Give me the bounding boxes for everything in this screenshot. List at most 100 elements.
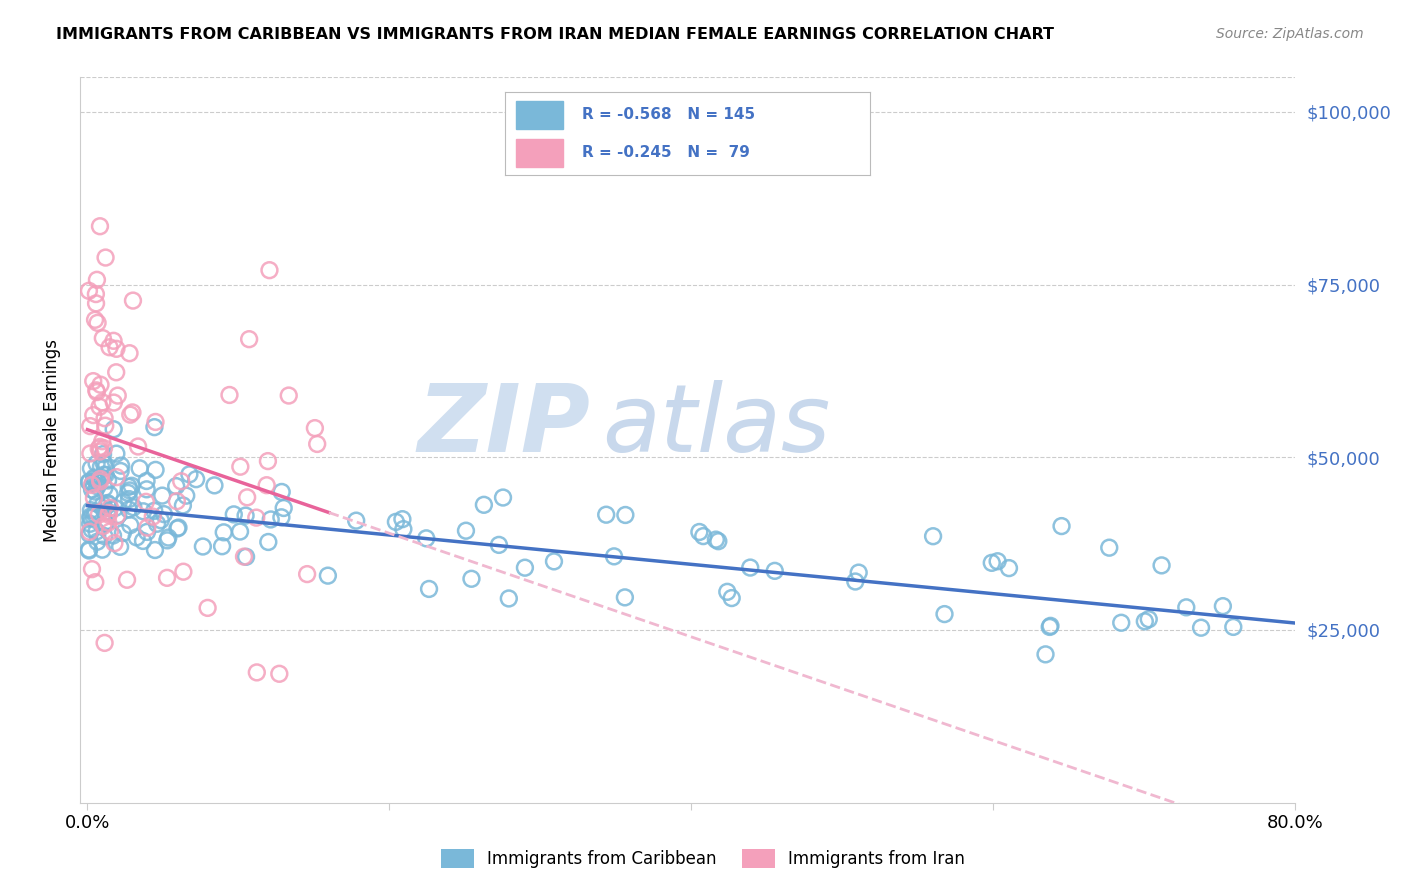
Point (91, 395, 114, 409)
Point (84, 575, 107, 590)
Point (454, 524, 477, 538)
Point (97, 474, 120, 488)
Point (1175, 600, 1198, 615)
Point (103, 536, 125, 550)
Point (135, 495, 157, 509)
Point (170, 475, 193, 489)
Point (143, 504, 166, 518)
Point (121, 479, 143, 493)
Point (91, 542, 114, 557)
Point (89, 444, 111, 458)
Point (120, 518, 142, 533)
Point (172, 565, 194, 579)
Point (204, 478, 226, 492)
Point (1098, 541, 1121, 555)
Text: ZIP: ZIP (418, 379, 591, 472)
Point (1039, 620, 1062, 634)
Point (91, 447, 114, 461)
Point (89, 400, 111, 414)
Point (82, 509, 104, 524)
Point (1109, 615, 1132, 630)
Point (96, 496, 118, 510)
Point (90, 459, 112, 474)
Point (77, 475, 100, 489)
Point (97, 508, 120, 522)
Point (143, 420, 166, 434)
Point (166, 521, 188, 535)
Point (1035, 648, 1057, 662)
Point (488, 538, 510, 552)
Point (740, 560, 762, 574)
Point (97, 498, 120, 512)
Point (80, 503, 103, 517)
Point (235, 549, 257, 564)
Point (79, 516, 101, 531)
Point (246, 665, 269, 680)
Point (513, 560, 536, 574)
Point (91, 331, 114, 345)
Point (191, 540, 214, 554)
Point (145, 463, 167, 477)
Point (145, 415, 167, 429)
Point (97, 516, 120, 530)
Point (543, 554, 565, 568)
Point (118, 502, 141, 516)
Point (94, 251, 117, 265)
Point (166, 494, 188, 508)
Point (1039, 619, 1062, 633)
Point (212, 525, 235, 540)
Point (922, 529, 945, 543)
Point (77, 543, 100, 558)
Point (307, 437, 329, 451)
Point (101, 528, 124, 542)
Point (716, 584, 738, 599)
Point (89, 377, 111, 392)
Text: atlas: atlas (602, 380, 831, 471)
Point (472, 498, 495, 512)
Point (103, 422, 125, 436)
Point (392, 522, 415, 536)
Point (98, 524, 121, 539)
Point (108, 540, 131, 554)
Point (91, 498, 114, 512)
Point (79, 524, 101, 539)
Point (692, 529, 714, 543)
Point (184, 472, 207, 486)
Point (94, 516, 117, 531)
Point (79, 511, 101, 525)
Point (89, 475, 111, 489)
Point (156, 571, 179, 585)
Point (93, 529, 115, 543)
Point (79, 419, 101, 434)
Point (90, 471, 112, 485)
Point (87, 508, 110, 522)
Point (153, 507, 176, 521)
Point (229, 524, 252, 539)
Point (94, 461, 117, 475)
Point (269, 666, 291, 681)
Point (89, 472, 111, 486)
Point (127, 440, 149, 454)
Point (498, 591, 520, 606)
Point (233, 549, 256, 564)
Point (94, 467, 117, 482)
Point (344, 514, 367, 528)
Point (720, 591, 742, 605)
Point (93, 481, 115, 495)
Point (1189, 621, 1212, 635)
Point (105, 470, 128, 484)
Point (149, 513, 172, 527)
Point (132, 504, 155, 518)
Point (135, 483, 157, 497)
Point (89, 219, 111, 234)
Point (93, 467, 115, 482)
Point (167, 520, 190, 534)
Point (848, 566, 870, 580)
Point (103, 395, 125, 409)
Point (84, 313, 107, 327)
Point (87, 442, 110, 456)
Point (84, 508, 107, 522)
Point (77, 284, 100, 298)
Point (91, 434, 114, 449)
Point (934, 607, 956, 621)
